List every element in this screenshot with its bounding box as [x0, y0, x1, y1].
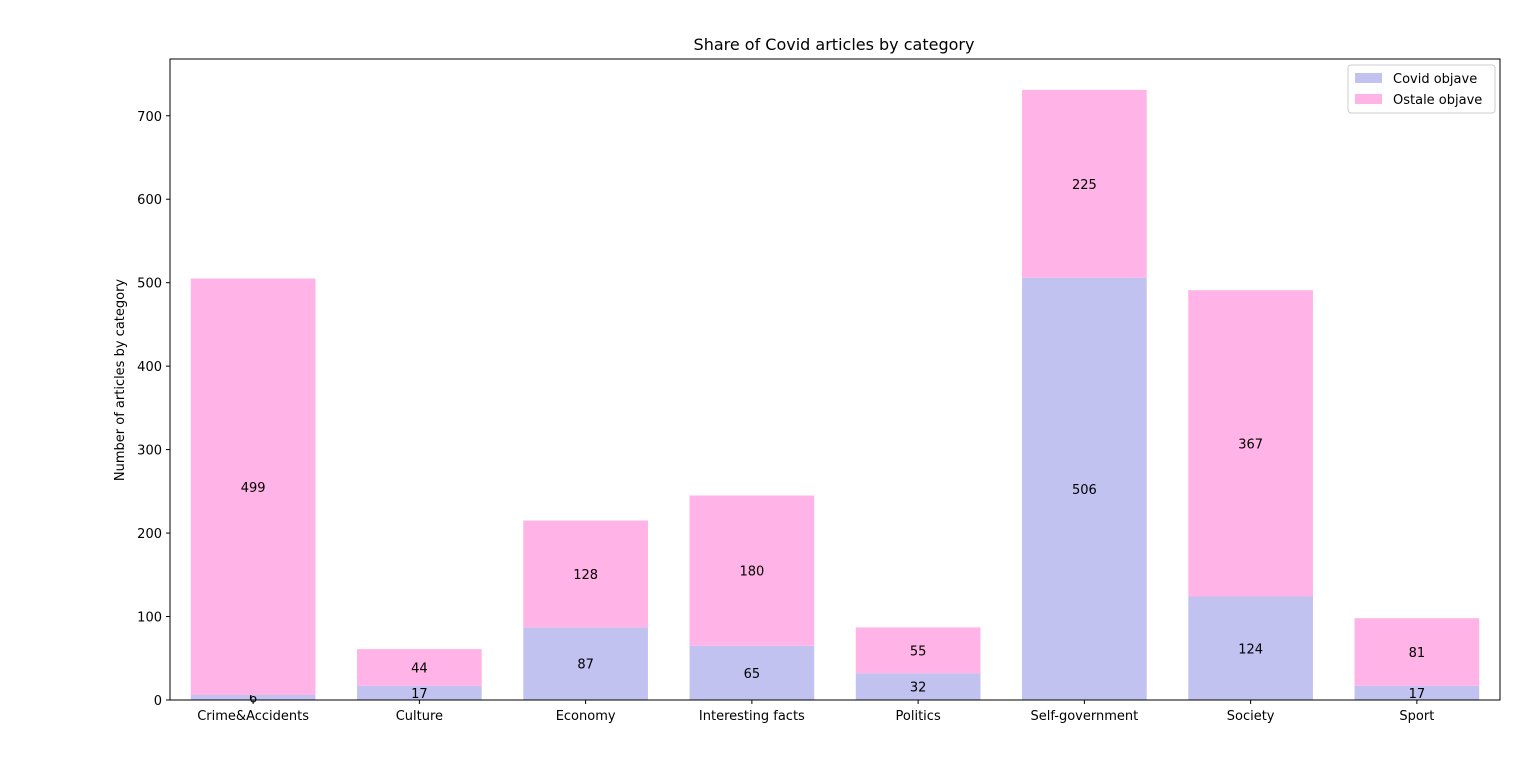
x-tick-label: Self-government — [1031, 709, 1139, 724]
x-tick-label: Culture — [396, 709, 443, 724]
bar-value-label: 32 — [910, 681, 927, 696]
y-tick-label: 100 — [137, 611, 162, 626]
x-tick-label: Interesting facts — [699, 709, 805, 724]
bar-segment — [855, 673, 981, 700]
bar-value-label: 17 — [411, 687, 428, 702]
bar-segment — [855, 627, 981, 674]
bar-segment — [190, 694, 316, 700]
x-tick-label: Crime&Accidents — [197, 709, 309, 724]
y-tick-label: 600 — [137, 193, 162, 208]
bar-value-label: 44 — [411, 661, 428, 676]
y-tick-label: 700 — [137, 110, 162, 125]
legend-swatch — [1355, 94, 1382, 104]
bar-segment — [1188, 596, 1313, 700]
legend-entry-label: Ostale objave — [1393, 93, 1482, 108]
bar-segment — [1022, 277, 1147, 700]
legend-box — [1347, 64, 1496, 114]
bar-segment — [523, 627, 648, 700]
chart-title: Share of Covid articles by category — [694, 35, 975, 54]
bar-value-label: 367 — [1238, 437, 1263, 452]
legend-entry-label: Covid objave — [1393, 72, 1477, 87]
bar-value-label: 17 — [1409, 687, 1426, 702]
legend-swatch — [1355, 73, 1382, 83]
y-tick-label: 300 — [137, 444, 162, 459]
bar-value-label: 180 — [739, 565, 764, 580]
x-tick-label: Politics — [896, 709, 941, 724]
bar-value-label: 65 — [744, 667, 761, 682]
x-tick-label: Society — [1227, 709, 1275, 724]
plot-area: 6 499 17 44 87 128 65 180 32 55 506 225 124 367 17 81 0 1… — [137, 58, 1501, 724]
x-tick-label: Economy — [556, 709, 616, 724]
bar-value-label: 81 — [1409, 646, 1426, 661]
bar-segment — [190, 278, 316, 695]
bar-segment — [357, 649, 482, 686]
bar-value-label: 55 — [910, 644, 927, 659]
bar-value-label: 124 — [1238, 642, 1263, 657]
y-tick-label: 400 — [137, 360, 162, 375]
bar-segment — [1354, 685, 1480, 700]
y-tick-label: 500 — [137, 277, 162, 292]
plot-frame — [169, 58, 1501, 701]
bar-value-label: 506 — [1072, 483, 1097, 498]
bar-segment — [357, 685, 482, 700]
bar-value-label: 225 — [1072, 178, 1097, 193]
bar-value-label: 499 — [241, 481, 266, 496]
y-tick-label: 0 — [154, 694, 162, 709]
bar-segment — [689, 645, 815, 700]
bar-segment — [1188, 290, 1313, 597]
bar-segment — [1354, 618, 1480, 686]
bar-segment — [523, 520, 648, 628]
x-tick-label: Sport — [1399, 709, 1434, 724]
bar-value-label: 87 — [577, 658, 594, 673]
y-tick-label: 200 — [137, 527, 162, 542]
bar-value-label: 128 — [573, 568, 598, 583]
bar-segment — [1022, 89, 1147, 278]
legend: Covid objave Ostale objave — [1347, 64, 1496, 114]
bar-segment — [689, 495, 815, 646]
y-axis-label: Number of articles by category — [113, 279, 128, 482]
bar-value-label: 6 — [249, 691, 257, 706]
